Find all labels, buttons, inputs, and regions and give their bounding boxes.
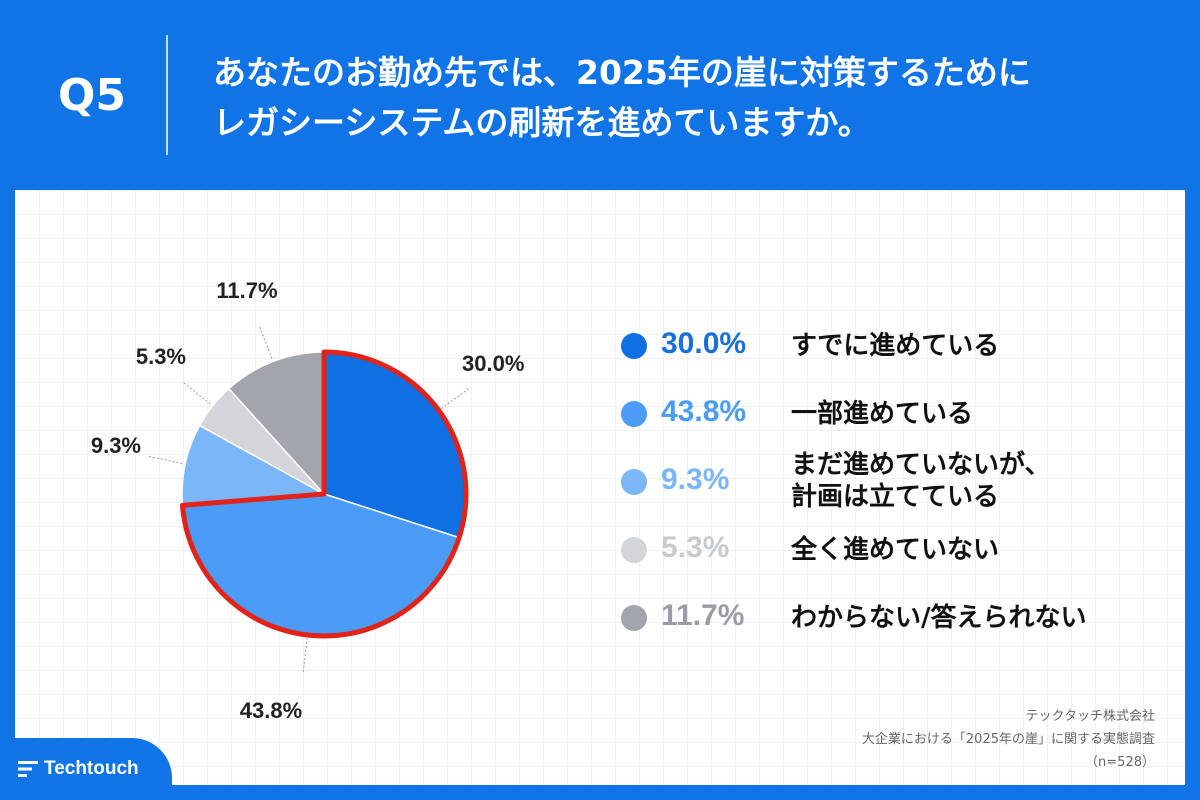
legend-item: 11.7% わからない/答えられない <box>621 589 1181 659</box>
header-divider <box>166 35 168 155</box>
legend-dot-icon <box>621 605 647 631</box>
legend-label-line1: 全く進めていない <box>791 535 1000 565</box>
legend-label-line2: 計画は立てている <box>791 482 1000 512</box>
leader-line <box>440 387 470 410</box>
legend-percent: 30.0% <box>661 327 747 360</box>
legend-label: わからない/答えられない <box>791 602 1087 634</box>
question-line-1: あなたのお勤め先では、2025年の崖に対策するために <box>213 53 1031 92</box>
legend-label-line1: すでに進めている <box>791 331 1000 361</box>
slice-label: 11.7% <box>216 278 277 303</box>
slice-label: 5.3% <box>136 344 186 369</box>
legend-label-line1: わからない/答えられない <box>791 603 1087 633</box>
question-text: あなたのお勤め先では、2025年の崖に対策するために レガシーシステムの刷新を進… <box>213 48 1173 148</box>
slice-label: 9.3% <box>91 433 141 458</box>
techtouch-logo: Techtouch <box>18 758 139 780</box>
leader-line <box>302 637 308 673</box>
legend-percent: 11.7% <box>661 599 745 632</box>
question-number: Q5 <box>58 70 127 121</box>
legend-dot-icon <box>621 333 647 359</box>
legend-dot-icon <box>621 469 647 495</box>
leader-line <box>182 381 211 405</box>
slice-label: 30.0% <box>462 351 524 376</box>
footer-survey: 大企業における「2025年の崖」に関する実態調査 <box>861 732 1155 747</box>
legend-percent: 43.8% <box>661 395 747 428</box>
legend-dot-icon <box>621 401 647 427</box>
legend-label: まだ進めていないが、 計画は立てている <box>791 449 1050 513</box>
question-line-2: レガシーシステムの刷新を進めていますか。 <box>213 103 871 142</box>
source-footer: テックタッチ株式会社 大企業における「2025年の崖」に関する実態調査 （n=5… <box>862 705 1155 774</box>
legend-percent: 5.3% <box>661 531 730 564</box>
legend-item: 30.0% すでに進めている <box>621 317 1181 387</box>
pie-chart: 30.0% 43.8% 9.3% 5.3% 11.7% <box>91 278 525 723</box>
legend-label: 一部進めている <box>791 398 973 430</box>
brand-mark-icon <box>18 761 38 777</box>
legend-label-line1: まだ進めていないが、 <box>791 450 1051 480</box>
leader-line <box>147 455 183 465</box>
legend-percent: 9.3% <box>661 463 730 496</box>
legend-item: 43.8% 一部進めている <box>621 385 1181 455</box>
legend-label: すでに進めている <box>791 330 999 362</box>
legend-dot-icon <box>621 537 647 563</box>
footer-company: テックタッチ株式会社 <box>1025 709 1155 724</box>
leader-line <box>258 325 273 359</box>
chart-panel: 30.0% 43.8% 9.3% 5.3% 11.7% 30.0% すでに進めている 4… <box>15 190 1185 785</box>
brand-name: Techtouch <box>44 758 139 779</box>
legend-item: 9.3% まだ進めていないが、 計画は立てている <box>621 450 1181 523</box>
slice-label: 43.8% <box>240 698 302 723</box>
question-header: Q5 あなたのお勤め先では、2025年の崖に対策するために レガシーシステムの刷… <box>0 0 1200 190</box>
legend-label: 全く進めていない <box>791 534 999 566</box>
legend-item: 5.3% 全く進めていない <box>621 521 1181 591</box>
footer-sample: （n=528） <box>1085 755 1155 770</box>
legend-label-line1: 一部進めている <box>791 399 974 429</box>
highlight-outline <box>179 349 469 639</box>
pie-slice <box>227 351 325 496</box>
